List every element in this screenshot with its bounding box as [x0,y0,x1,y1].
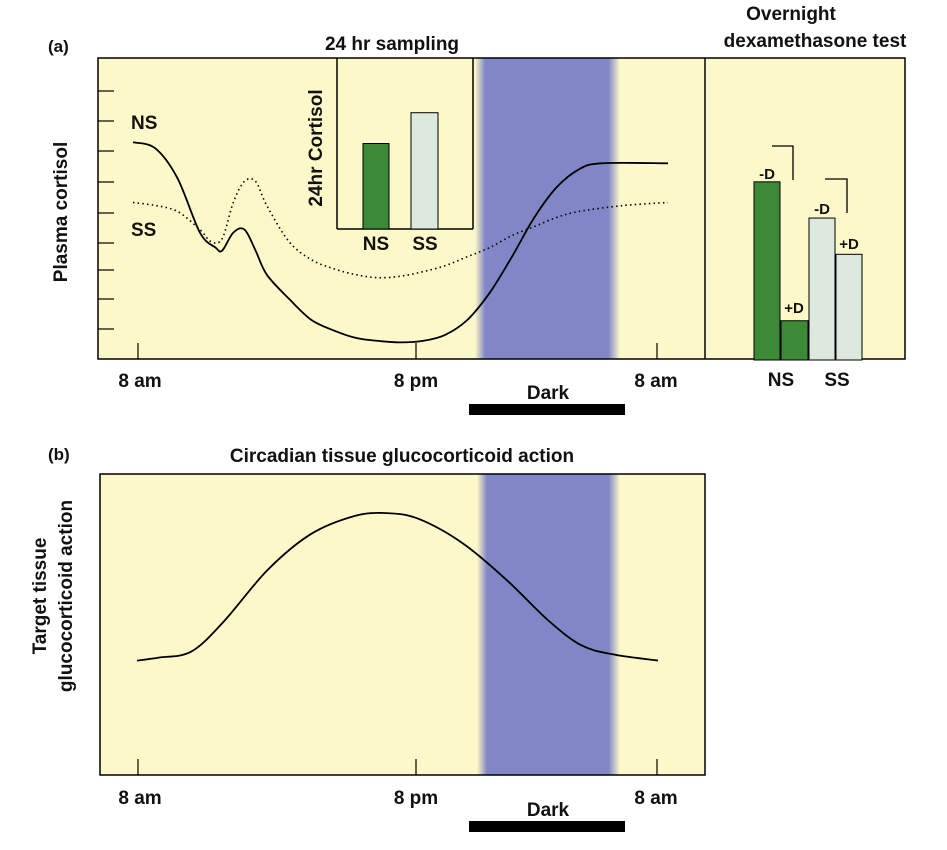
inset-category-ss: SS [412,234,437,255]
dex-panel-background [705,58,905,359]
dex-group-ns: NS [768,370,794,391]
dex-bar-ns-minus-d [753,181,781,361]
dex-label-ns-minus-d: -D [759,166,775,183]
dex-group-ss: SS [824,370,849,391]
dex-title-line1: Overnight [746,4,836,25]
dex-bar-ss-minus-d [808,217,836,361]
panel-a-dark-label: Dark [527,383,570,404]
panel-b-xtick-8am-start: 8 am [118,788,161,809]
panel-a-dark-band [475,58,620,359]
ss-comparison-bracket [825,178,848,213]
dex-label-ss-plus-d: +D [839,236,859,253]
panel-a-y-ticks [98,90,114,330]
panel-a-xtick-8am-end: 8 am [634,371,677,392]
dex-label-ss-minus-d: -D [814,201,830,218]
inset-category-ns: NS [363,234,389,255]
ss-series-label: SS [131,220,156,241]
panel-a-xtick-8am-start: 8 am [118,371,161,392]
panel-b-xtick-8pm: 8 pm [394,788,438,809]
dex-bar-ns-plus-d [780,320,809,361]
panel-b-x-ticks [137,759,658,775]
dex-title-line2: dexamethasone test [724,31,907,52]
inset-title: 24 hr sampling [325,34,459,55]
inset-ylabel: 24hr Cortisol [306,89,327,206]
panel-b-dark-band [477,474,620,775]
panel-b-dark-bar [469,821,625,832]
inset-box [336,58,474,230]
inset-bar-ns [362,143,390,230]
panel-b-title: Circadian tissue glucocorticoid action [230,446,574,467]
panel-b-border [99,473,706,776]
panel-b-dark-label: Dark [527,800,570,821]
inset-bar-ss [410,112,439,230]
panel-a-x-ticks [137,343,658,359]
panel-b-ylabel-line1: Target tissue [30,538,51,655]
panel-b-label: (b) [48,445,70,464]
ns-comparison-bracket [772,145,794,180]
ns-series-label: NS [131,113,157,134]
dex-bar-ss-plus-d [835,253,863,361]
panel-b-xtick-8am-end: 8 am [634,788,677,809]
panel-a-xtick-8pm: 8 pm [394,371,438,392]
panel-a-label: (a) [48,37,69,56]
panel-b-ylabel-line2: glucocorticoid action [56,500,77,692]
dex-label-ns-plus-d: +D [784,300,804,317]
tissue-action-line [136,511,659,662]
plasma-cortisol-ylabel: Plasma cortisol [51,142,72,282]
panel-a-border [97,57,906,360]
panel-a-dark-bar [469,404,625,415]
ns-cortisol-line [132,141,669,344]
